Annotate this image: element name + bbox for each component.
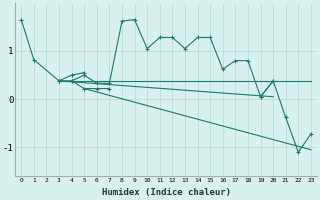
X-axis label: Humidex (Indice chaleur): Humidex (Indice chaleur) [101, 188, 231, 197]
